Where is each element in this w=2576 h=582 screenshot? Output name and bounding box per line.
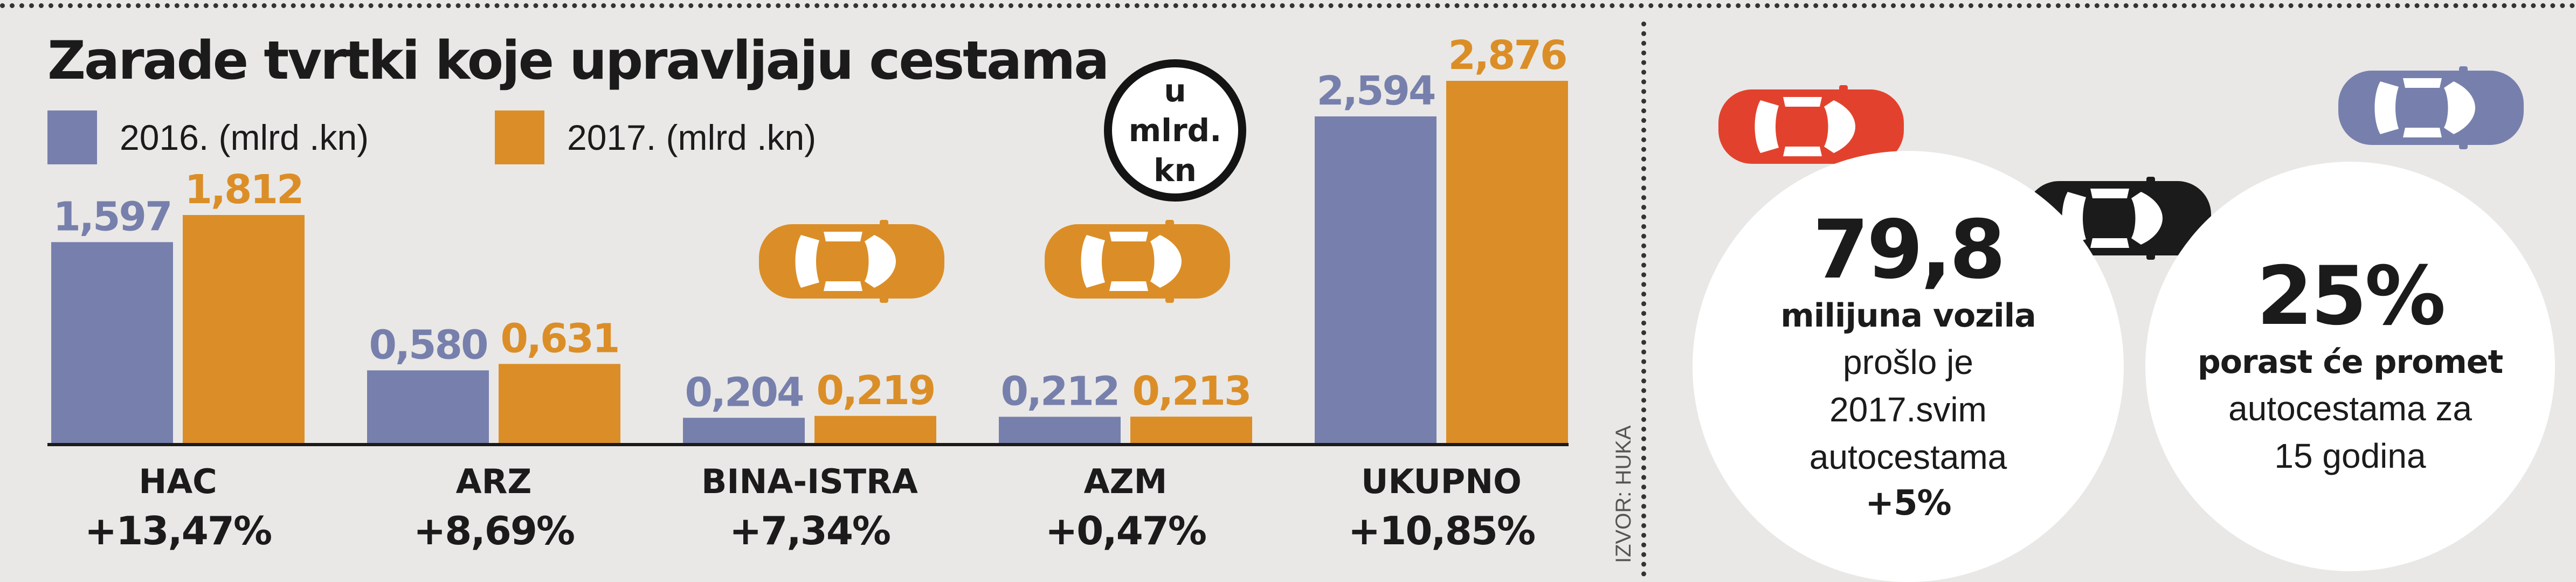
bar-value-label: 2,594 <box>1316 68 1435 114</box>
category-label: ARZ <box>456 462 532 501</box>
legend-item-2016: 2016. (mlrd .kn) <box>47 110 369 164</box>
vehicles-change: +5% <box>1865 483 1951 523</box>
car-windshield <box>1824 100 1855 153</box>
car-rear-window <box>1755 100 1779 153</box>
category-label: UKUPNO <box>1361 462 1522 501</box>
orange-car-graphic <box>759 220 944 303</box>
car-roof <box>1785 109 1820 144</box>
car-mirror <box>880 220 888 227</box>
car-mirror <box>880 295 888 303</box>
percent-change-label: +0,47% <box>1045 508 1206 553</box>
bar-value-label: 0,212 <box>1000 368 1118 414</box>
percent-change-label: +13,47% <box>85 508 271 553</box>
car-windshield <box>865 235 896 288</box>
red-car-graphic <box>1718 85 1904 168</box>
car-windshield <box>2131 192 2163 245</box>
bar-2017 <box>1130 417 1252 444</box>
car-roof <box>2405 90 2440 126</box>
percent-change-label: +7,34% <box>729 508 890 553</box>
bar-value-label: 1,812 <box>184 167 302 213</box>
car-rear-window <box>795 235 819 288</box>
car-side-window <box>824 281 862 291</box>
vehicles-text-line: prošlo je <box>1843 343 1973 382</box>
car-side-window <box>1109 281 1148 291</box>
orange-car-graphic <box>1045 220 1230 303</box>
bar-value-label: 0,580 <box>369 322 487 368</box>
legend-item-2017: 2017. (mlrd .kn) <box>495 110 816 164</box>
growth-text-line: 15 godina <box>2274 436 2426 475</box>
bar-2016 <box>367 370 489 444</box>
car-roof <box>1111 244 1146 279</box>
bar-2016 <box>683 418 805 444</box>
car-side-window <box>2403 78 2442 88</box>
category-label: BINA-ISTRA <box>701 462 918 501</box>
bar-value-label: 2,876 <box>1448 32 1566 79</box>
car-roof <box>826 244 860 279</box>
bar-value-label: 1,597 <box>53 193 171 240</box>
section-divider <box>1641 22 1646 577</box>
bar-2017 <box>1446 81 1568 444</box>
top-dotted-border <box>0 3 2576 8</box>
bar-value-label: 0,204 <box>685 369 803 415</box>
vehicles-unit: milijuna vozila <box>1780 297 2036 335</box>
legend-label-2017: 2017. (mlrd .kn) <box>567 117 817 157</box>
bar-chart: 1,597 1,812 HAC +13,47% 0,580 0,631 ARZ +8,69% 0… <box>47 32 1569 553</box>
percent-change-label: +10,85% <box>1348 508 1535 553</box>
car-mirror <box>2146 252 2155 260</box>
car-side-window <box>824 232 862 241</box>
blue-car-graphic <box>2338 66 2524 149</box>
vehicles-text-line: autocestama <box>1809 438 2007 476</box>
car-windshield <box>1150 235 1182 288</box>
orange-car-icon <box>1040 216 1234 307</box>
growth-text-line: autocestama za <box>2228 389 2472 428</box>
car-rear-window <box>1081 235 1105 288</box>
bar-2016 <box>999 417 1121 444</box>
car-side-window <box>2403 128 2442 137</box>
car-side-window <box>1109 232 1148 241</box>
bar-2017 <box>183 214 305 444</box>
car-mirror <box>2146 177 2155 184</box>
growth-percent: 25% <box>2256 250 2446 343</box>
bar-2017 <box>814 415 936 444</box>
bar-value-label: 0,219 <box>816 368 934 414</box>
bar-2016 <box>1315 116 1437 444</box>
bar-2017 <box>499 364 620 444</box>
chart-title: Zarade tvrtki koje upravljaju cestama <box>47 30 1109 92</box>
bar-2016 <box>51 242 173 444</box>
source-credit: IZVOR: HUKA <box>1612 425 1635 563</box>
legend-swatch-2016 <box>47 110 97 164</box>
blue-car-icon <box>2334 62 2528 154</box>
car-mirror <box>2459 142 2468 149</box>
car-side-window <box>2090 238 2129 248</box>
category-label: AZM <box>1084 462 1168 501</box>
car-side-window <box>1783 97 1822 107</box>
vehicles-count: 79,8 <box>1812 203 2006 297</box>
car-windshield <box>2444 81 2475 134</box>
legend-swatch-2017 <box>495 110 544 164</box>
car-roof <box>2092 200 2127 236</box>
bar-value-label: 0,213 <box>1132 368 1250 414</box>
red-car-icon <box>1714 81 1908 172</box>
percent-change-label: +8,69% <box>413 508 574 553</box>
car-mirror <box>1839 85 1848 93</box>
growth-label: porast će promet <box>2197 343 2503 381</box>
car-side-window <box>1783 147 1822 156</box>
car-side-window <box>2090 189 2129 198</box>
bar-value-label: 0,631 <box>500 315 618 362</box>
car-rear-window <box>2374 81 2399 134</box>
car-mirror <box>2459 66 2468 74</box>
car-mirror <box>1165 295 1174 303</box>
traffic-growth-stat-circle: 25% porast će promet autocestama za 15 g… <box>2145 162 2555 571</box>
orange-car-icon <box>755 216 949 307</box>
vehicles-stat-circle: 79,8 milijuna vozila prošlo je 2017.svim… <box>1693 151 2124 582</box>
vehicles-text-line: 2017.svim <box>1829 390 1987 429</box>
category-label: HAC <box>139 462 217 501</box>
legend-label-2016: 2016. (mlrd .kn) <box>120 117 369 157</box>
car-mirror <box>1165 220 1174 227</box>
